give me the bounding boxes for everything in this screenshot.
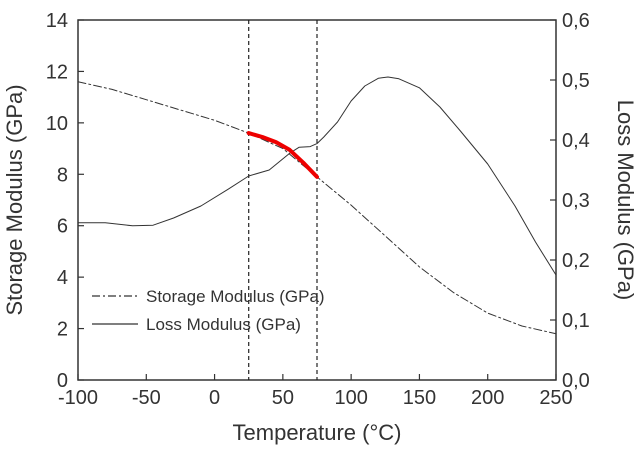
y-right-tick-label-0: 0,0 [562, 370, 590, 392]
y-left-tick-label-3: 6 [57, 216, 68, 238]
y-left-tick-label-1: 2 [57, 319, 68, 341]
y-left-tick-label-2: 4 [57, 267, 68, 289]
x-tick-label-3: 50 [272, 387, 294, 409]
y-right-tick-label-2: 0,2 [562, 250, 590, 272]
y-right-tick-label-5: 0,5 [562, 70, 590, 92]
y-right-tick-label-4: 0,4 [562, 130, 590, 152]
reference-lines [248, 20, 318, 380]
x-tick-label-6: 200 [471, 387, 504, 409]
y-right-tick-label-1: 0,1 [562, 310, 590, 332]
labels-layer: -100 -50 0 50 100 150 200 250 0 2 4 6 8 10 12 14 0,0 0,1 0… [2, 10, 638, 445]
legend-label-1: Storage Modulus (GPa) [146, 287, 325, 306]
y-left-tick-label-0: 0 [57, 370, 68, 392]
y-left-tick-label-4: 8 [57, 164, 68, 186]
series-layer [77, 76, 557, 335]
y-left-tick-label-6: 12 [46, 61, 68, 83]
y-left-tick-label-7: 14 [46, 10, 68, 32]
legend-label-2: Loss Modulus (GPa) [146, 315, 301, 334]
x-axis-title: Temperature (°C) [233, 420, 402, 445]
x-tick-label-5: 150 [403, 387, 436, 409]
y-left-tick-label-5: 10 [46, 113, 68, 135]
x-tick-label-1: -50 [132, 387, 161, 409]
ticks-layer [77, 19, 557, 381]
y-left-axis-title: Storage Modulus (GPa) [2, 84, 27, 315]
y-right-tick-label-3: 0,3 [562, 190, 590, 212]
loss-modulus-line [77, 76, 557, 276]
x-tick-label-2: 0 [209, 387, 220, 409]
y-right-axis-title: Loss Modulus (GPa) [613, 100, 638, 301]
legend: Storage Modulus (GPa) Loss Modulus (GPa) [92, 287, 325, 334]
x-tick-label-7: 250 [539, 387, 572, 409]
x-tick-label-0: -100 [58, 387, 98, 409]
x-tick-label-4: 100 [334, 387, 367, 409]
y-right-tick-label-6: 0,6 [562, 10, 590, 32]
highlight-segment-line [246, 131, 319, 179]
